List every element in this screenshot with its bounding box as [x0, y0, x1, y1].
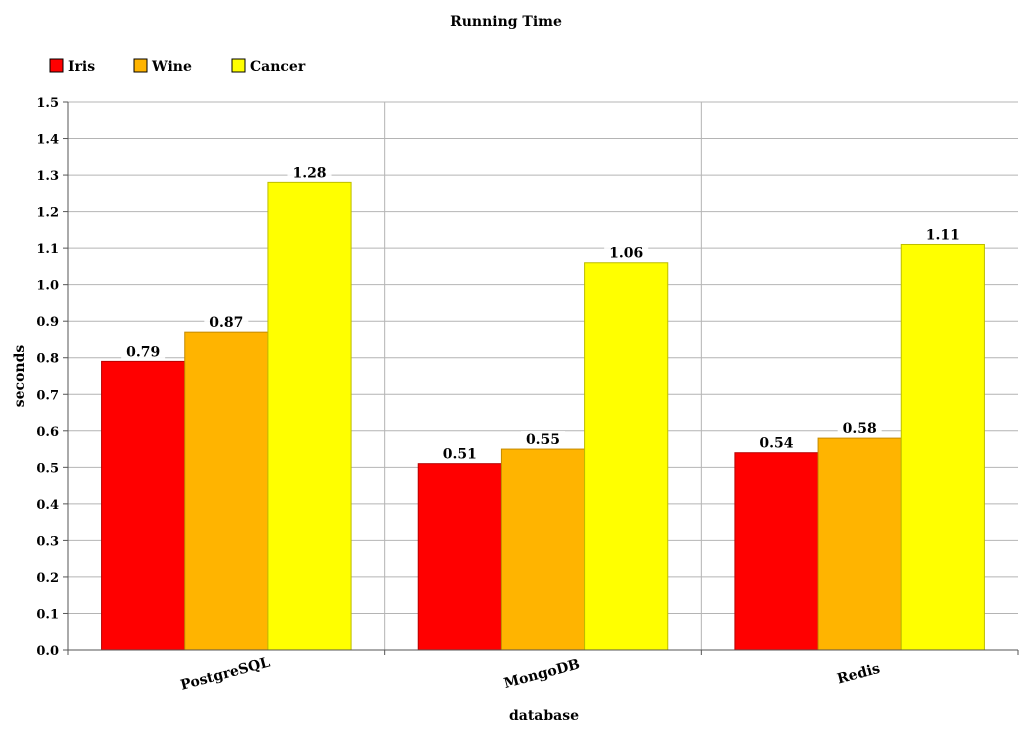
y-tick-label: 0.9 — [36, 315, 59, 330]
y-tick-label: 0.2 — [36, 571, 59, 586]
bars — [101, 181, 985, 651]
y-tick-label: 1.2 — [36, 206, 59, 221]
legend-label-cancer: Cancer — [250, 59, 306, 75]
y-tick-label: 0.5 — [36, 461, 59, 476]
data-label: 0.87 — [209, 315, 243, 331]
y-tick-label: 1.4 — [36, 133, 59, 148]
data-label-bg — [837, 420, 882, 438]
data-label-bg — [437, 445, 482, 463]
data-label-bg — [604, 244, 649, 262]
chart-title: Running Time — [450, 14, 562, 30]
bar-cancer-postgresql — [267, 181, 352, 651]
bar-iris-mongodb — [417, 463, 502, 651]
legend-swatch-iris — [49, 58, 64, 73]
data-label: 1.06 — [609, 246, 643, 262]
legend-swatch-cancer — [231, 58, 246, 73]
y-axis-title: seconds — [12, 345, 28, 408]
bar-iris-postgresql — [101, 360, 186, 651]
y-tick-label: 1.0 — [36, 279, 59, 294]
data-label: 1.28 — [292, 165, 326, 181]
y-tick-label: 1.3 — [36, 169, 59, 184]
data-label: 0.51 — [443, 447, 477, 463]
legend: Iris Wine Cancer — [49, 58, 306, 75]
data-label-bg — [920, 226, 965, 244]
bar-cancer-mongodb — [584, 262, 669, 651]
data-label-bg — [287, 164, 332, 182]
data-label-bg — [121, 343, 166, 361]
y-tick-label: 0.4 — [36, 498, 59, 513]
data-label: 1.11 — [926, 227, 960, 243]
data-label: 0.54 — [759, 436, 793, 452]
legend-swatch-wine — [133, 58, 148, 73]
bar-iris-redis — [734, 452, 819, 651]
y-tick-label: 0.3 — [36, 534, 59, 549]
y-tick-label: 0.7 — [36, 388, 59, 403]
bar-wine-mongodb — [500, 448, 586, 651]
data-label-bg — [204, 314, 249, 332]
y-tick-label: 0.1 — [36, 607, 59, 622]
bar-wine-redis — [817, 437, 902, 651]
legend-label-wine: Wine — [151, 59, 192, 75]
y-tick-label: 1.1 — [36, 242, 59, 257]
data-label: 0.58 — [843, 421, 877, 437]
bar-cancer-redis — [900, 243, 985, 651]
x-tick-label: Redis — [836, 661, 882, 688]
data-label-bg — [521, 431, 565, 449]
data-label-bg — [754, 434, 799, 452]
data-labels: 0.79 0.87 1.28 0.51 0.55 1.06 0.54 0.58 1.11 — [121, 164, 965, 463]
bar-wine-postgresql — [184, 331, 269, 651]
y-tick-label: 1.5 — [36, 96, 59, 111]
data-label: 0.55 — [526, 432, 560, 448]
x-tick-label: MongoDB — [502, 656, 582, 692]
x-tick-label: PostgreSQL — [179, 654, 272, 693]
x-axis-title: database — [509, 708, 579, 724]
legend-label-iris: Iris — [68, 59, 95, 75]
y-tick-label: 0.8 — [36, 352, 59, 367]
data-label: 0.79 — [126, 344, 160, 360]
y-tick-label: 0.6 — [36, 425, 59, 440]
y-tick-label: 0.0 — [36, 644, 59, 659]
